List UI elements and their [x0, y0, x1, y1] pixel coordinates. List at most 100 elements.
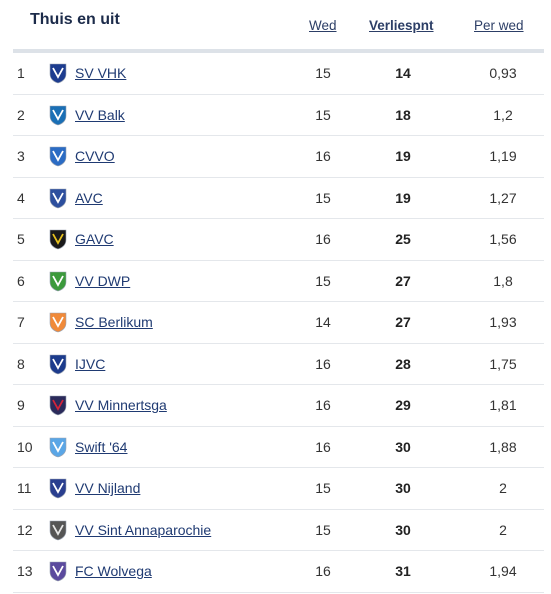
sv-vhk-logo-icon-graphic	[49, 63, 67, 84]
per-match-cell: 2	[473, 468, 533, 509]
team-link[interactable]: Swift '64	[75, 438, 128, 455]
played-value: 15	[315, 521, 331, 538]
vv-minnertsga-logo-icon-graphic	[49, 395, 67, 416]
played-cell: 16	[299, 344, 347, 385]
vv-dwp-logo-icon-graphic	[49, 271, 67, 292]
played-value: 16	[315, 438, 331, 455]
per-match-cell: 1,8	[473, 261, 533, 302]
rank-value: 2	[17, 106, 25, 123]
team-cell: Swift '64	[75, 427, 127, 468]
team-cell: VV DWP	[75, 261, 130, 302]
lost-points-cell: 27	[373, 302, 433, 343]
rank-value: 4	[17, 189, 25, 206]
played-cell: 16	[299, 551, 347, 592]
header-divider	[13, 49, 544, 53]
lost-points-value: 27	[395, 272, 411, 289]
played-value: 15	[315, 272, 331, 289]
rank-value: 6	[17, 272, 25, 289]
column-header-played[interactable]: Wed	[309, 18, 337, 33]
team-link[interactable]: VV Minnertsga	[75, 397, 167, 414]
per-match-value: 1,88	[489, 438, 517, 455]
table-row: 12 VV Sint Annaparochie 15 30 2	[13, 510, 544, 551]
team-cell: VV Sint Annaparochie	[75, 510, 211, 551]
table-row: 9 VV Minnertsga 16 29 1,81	[13, 385, 544, 427]
column-header-per-match[interactable]: Per wed	[474, 18, 524, 33]
table-row: 4 AVC 15 19 1,27	[13, 178, 544, 219]
swift-64-logo-icon-graphic	[49, 437, 67, 458]
team-link[interactable]: AVC	[75, 189, 103, 206]
played-value: 15	[315, 106, 331, 123]
team-cell: SV VHK	[75, 53, 126, 94]
team-link[interactable]: VV Balk	[75, 106, 125, 123]
played-cell: 16	[299, 219, 347, 260]
played-value: 16	[315, 397, 331, 414]
team-link[interactable]: SC Berlikum	[75, 314, 153, 331]
team-cell: FC Wolvega	[75, 551, 152, 592]
rank-cell: 12	[17, 510, 33, 551]
team-cell: GAVC	[75, 219, 114, 260]
vv-dwp-logo-icon	[47, 261, 69, 302]
lost-points-cell: 18	[373, 95, 433, 136]
swift-64-logo-icon	[47, 427, 69, 468]
played-value: 15	[315, 65, 331, 82]
table-row: 6 VV DWP 15 27 1,8	[13, 261, 544, 302]
team-link[interactable]: VV Sint Annaparochie	[75, 521, 212, 538]
team-link[interactable]: IJVC	[75, 355, 106, 372]
per-match-cell: 1,94	[473, 551, 533, 592]
lost-points-cell: 29	[373, 385, 433, 426]
lost-points-cell: 30	[373, 427, 433, 468]
team-link[interactable]: VV Nijland	[75, 480, 141, 497]
sv-vhk-logo-icon	[47, 53, 69, 94]
team-link[interactable]: CVVO	[75, 148, 115, 165]
gavc-logo-icon	[47, 219, 69, 260]
per-match-value: 1,94	[489, 563, 517, 580]
table-row: 2 VV Balk 15 18 1,2	[13, 95, 544, 136]
team-cell: SC Berlikum	[75, 302, 153, 343]
per-match-value: 1,81	[489, 397, 517, 414]
played-cell: 15	[299, 95, 347, 136]
per-match-cell: 2	[473, 510, 533, 551]
lost-points-value: 18	[395, 106, 411, 123]
cvvo-logo-icon	[47, 136, 69, 177]
fc-wolvega-logo-icon-graphic	[49, 561, 67, 582]
lost-points-value: 31	[395, 563, 411, 580]
vv-sint-annaparochie-logo-icon	[47, 510, 69, 551]
per-match-cell: 0,93	[473, 53, 533, 94]
cvvo-logo-icon-graphic	[49, 146, 67, 167]
team-link[interactable]: SV VHK	[75, 65, 127, 82]
table-row: 5 GAVC 16 25 1,56	[13, 219, 544, 261]
rank-value: 5	[17, 231, 25, 248]
per-match-cell: 1,56	[473, 219, 533, 260]
lost-points-cell: 19	[373, 136, 433, 177]
per-match-value: 2	[499, 521, 507, 538]
ijvc-logo-icon-graphic	[49, 354, 67, 375]
per-match-value: 1,56	[489, 231, 517, 248]
lost-points-value: 25	[395, 231, 411, 248]
rank-cell: 2	[17, 95, 25, 136]
per-match-cell: 1,81	[473, 385, 533, 426]
team-link[interactable]: VV DWP	[75, 272, 131, 289]
played-value: 14	[315, 314, 331, 331]
lost-points-cell: 14	[373, 53, 433, 94]
lost-points-value: 29	[395, 397, 411, 414]
rank-cell: 4	[17, 178, 25, 219]
rank-cell: 8	[17, 344, 25, 385]
column-header-lost-points[interactable]: Verliespnt	[369, 18, 434, 33]
played-value: 15	[315, 480, 331, 497]
rank-cell: 9	[17, 385, 25, 426]
team-cell: VV Minnertsga	[75, 385, 167, 426]
team-cell: AVC	[75, 178, 103, 219]
table-row: 10 Swift '64 16 30 1,88	[13, 427, 544, 468]
lost-points-cell: 30	[373, 510, 433, 551]
team-link[interactable]: GAVC	[75, 231, 114, 248]
rank-cell: 11	[17, 468, 32, 509]
lost-points-value: 19	[395, 189, 411, 206]
rank-value: 9	[17, 397, 25, 414]
lost-points-value: 30	[395, 438, 411, 455]
played-value: 16	[315, 355, 331, 372]
played-cell: 15	[299, 261, 347, 302]
per-match-cell: 1,93	[473, 302, 533, 343]
fc-wolvega-logo-icon	[47, 551, 69, 592]
vv-minnertsga-logo-icon	[47, 385, 69, 426]
team-link[interactable]: FC Wolvega	[75, 563, 152, 580]
